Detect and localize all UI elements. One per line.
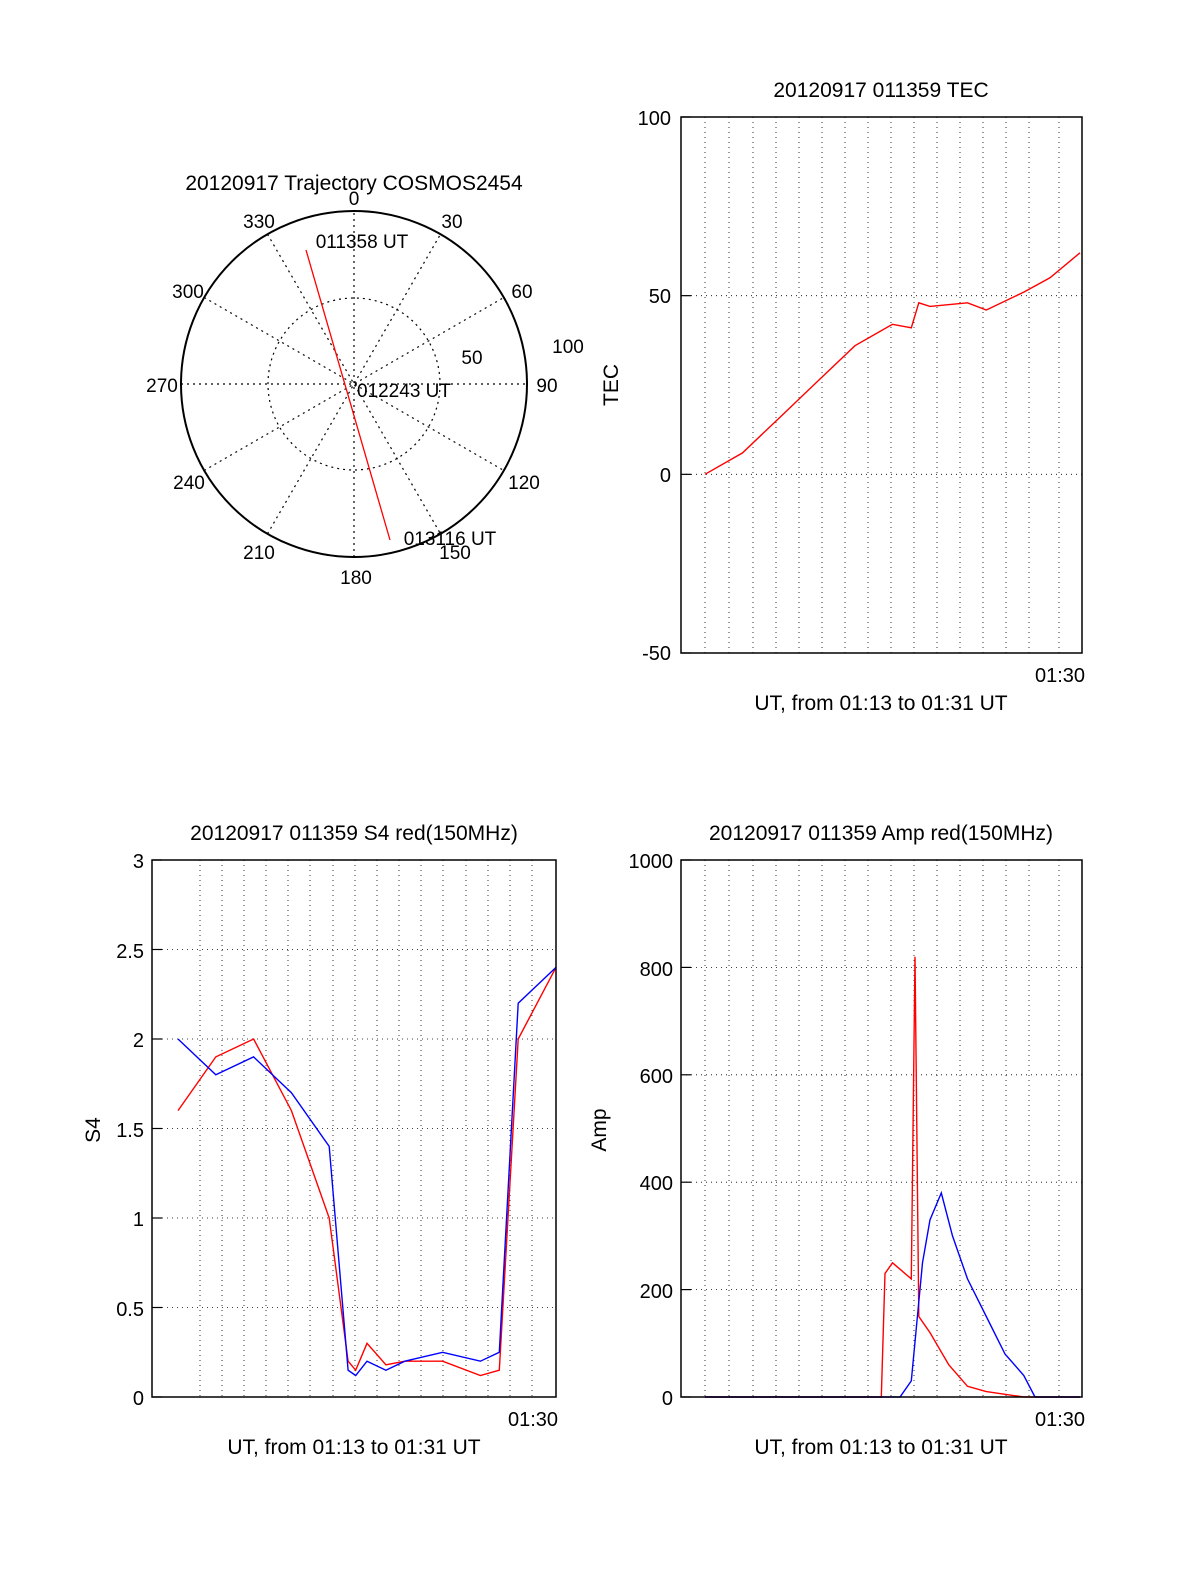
azimuth-label-270: 270	[146, 376, 178, 397]
azimuth-label-150: 150	[439, 543, 471, 564]
tec-title: 20120917 011359 TEC	[773, 79, 988, 102]
tec-xtick-0130: 01:30	[1035, 665, 1085, 687]
s4-panel: 20120917 011359 S4 red(150MHz) 3 2.5 2 1…	[82, 822, 558, 1459]
tec-xlabel: UT, from 01:13 to 01:31 UT	[754, 692, 1007, 715]
azimuth-label-30: 30	[441, 212, 462, 233]
amp-panel: 20120917 011359 Amp red(150MHz) 1000 800…	[588, 822, 1085, 1459]
amp-ytick-400: 400	[640, 1173, 673, 1195]
polar-spokes	[181, 211, 527, 557]
amp-grid	[681, 859, 1082, 1398]
tec-grid	[681, 116, 1082, 654]
s4-axes-frame	[151, 859, 557, 1398]
azimuth-label-180: 180	[340, 568, 372, 589]
amp-title: 20120917 011359 Amp red(150MHz)	[709, 822, 1053, 845]
azimuth-label-240: 240	[173, 473, 205, 494]
s4-ytick-1.5: 1.5	[116, 1120, 144, 1142]
azimuth-label-300: 300	[172, 282, 204, 303]
s4-ytick-3: 3	[133, 851, 144, 873]
amp-ytick-0: 0	[662, 1388, 673, 1410]
tec-series-0	[704, 252, 1081, 475]
polar-spoke-60	[203, 296, 505, 472]
trajectory-end-time: 013116 UT	[404, 529, 497, 550]
amp-ytick-200: 200	[640, 1281, 673, 1303]
amp-series-0	[705, 956, 1080, 1398]
amp-ytick-600: 600	[640, 1066, 673, 1088]
amp-xlabel: UT, from 01:13 to 01:31 UT	[754, 1436, 1007, 1459]
azimuth-label-90: 90	[536, 376, 557, 397]
tec-axes-frame	[680, 116, 1083, 654]
s4-grid	[152, 859, 556, 1398]
polar-spoke-150	[266, 233, 442, 535]
tec-ylabel: TEC	[600, 364, 623, 406]
amp-axes-frame	[680, 859, 1083, 1398]
radius-label-100: 100	[552, 337, 584, 358]
amp-series-1	[705, 1190, 1080, 1398]
s4-ytick-2.5: 2.5	[116, 941, 144, 963]
s4-series	[177, 966, 557, 1377]
s4-ylabel: S4	[82, 1117, 105, 1143]
trajectory-start-time: 011358 UT	[316, 232, 409, 253]
s4-xlabel: UT, from 01:13 to 01:31 UT	[227, 1436, 480, 1459]
polar-spoke-30	[266, 233, 442, 535]
tec-panel: 20120917 011359 TEC 100 50 0 -50 01:30 U…	[600, 79, 1085, 715]
tec-series	[704, 252, 1081, 475]
s4-ytick-2: 2	[133, 1030, 144, 1052]
polar-title: 20120917 Trajectory COSMOS2454	[185, 172, 523, 195]
azimuth-label-330: 330	[243, 212, 275, 233]
amp-xtick-0130: 01:30	[1035, 1409, 1085, 1431]
s4-xtick-0130: 01:30	[508, 1409, 558, 1431]
s4-ytick-1: 1	[133, 1209, 144, 1231]
s4-ytick-0.5: 0.5	[116, 1299, 144, 1321]
s4-ytick-0: 0	[133, 1388, 144, 1410]
tec-ytick-50: 50	[649, 286, 671, 308]
amp-ytick-1000: 1000	[629, 851, 674, 873]
s4-series-0	[177, 967, 557, 1377]
tec-ytick-100: 100	[638, 108, 671, 130]
tec-ytick-0: 0	[660, 465, 671, 487]
polar-spoke-120	[203, 296, 505, 472]
trajectory-line	[305, 249, 391, 541]
s4-title: 20120917 011359 S4 red(150MHz)	[190, 822, 518, 845]
azimuth-label-120: 120	[508, 473, 540, 494]
azimuth-label-60: 60	[511, 282, 532, 303]
radius-label-50: 50	[461, 348, 482, 369]
tec-ytick-minus50: -50	[642, 643, 671, 665]
amp-ylabel: Amp	[588, 1108, 611, 1151]
s4-series-1	[177, 966, 557, 1377]
amp-series	[705, 956, 1080, 1398]
azimuth-label-210: 210	[243, 543, 275, 564]
polar-trajectory-plot: 20120917 Trajectory COSMOS2454 0 30 60 9…	[146, 172, 584, 589]
trajectory-mid-time: 012243 UT	[357, 381, 451, 402]
azimuth-label-0: 0	[349, 189, 360, 210]
amp-ytick-800: 800	[640, 959, 673, 981]
